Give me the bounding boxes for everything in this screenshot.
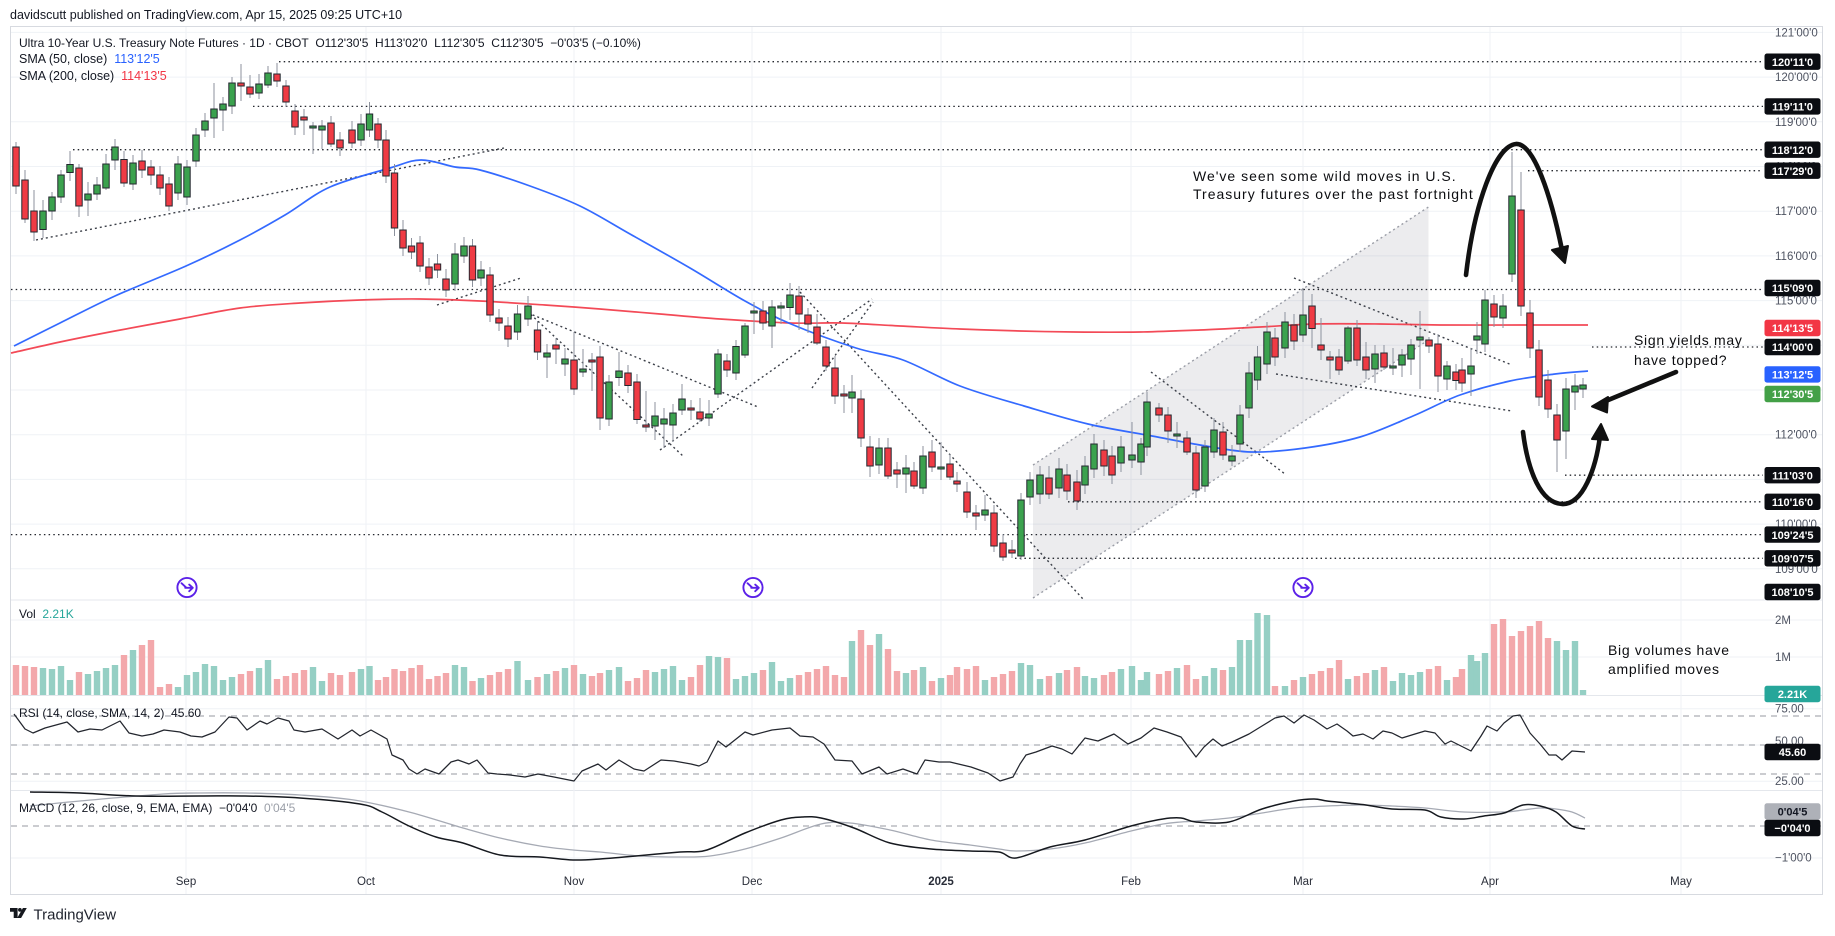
- svg-text:Mar: Mar: [1293, 876, 1313, 888]
- svg-text:111'03'0: 111'03'0: [1772, 470, 1813, 482]
- svg-text:−1'00'0: −1'00'0: [1775, 852, 1812, 864]
- svg-text:121'00'0: 121'00'0: [1775, 27, 1818, 39]
- svg-text:Dec: Dec: [742, 876, 763, 888]
- svg-text:have topped?: have topped?: [1634, 352, 1727, 368]
- svg-text:Treasury futures over the past: Treasury futures over the past fortnight: [1193, 186, 1474, 202]
- svg-text:109'24'5: 109'24'5: [1772, 530, 1814, 542]
- svg-text:MACD (12, 26, close, 9, EMA, E: MACD (12, 26, close, 9, EMA, EMA) −0'04'…: [19, 801, 296, 815]
- svg-text:119'00'0: 119'00'0: [1775, 117, 1817, 129]
- svg-text:112'00'0: 112'00'0: [1775, 430, 1817, 442]
- svg-text:davidscutt published on Tradin: davidscutt published on TradingView.com,…: [10, 8, 402, 22]
- svg-text:SMA (200, close) 114'13'5: SMA (200, close) 114'13'5: [19, 69, 167, 83]
- svg-text:May: May: [1670, 876, 1692, 888]
- svg-text:2.21K: 2.21K: [1778, 689, 1807, 701]
- svg-text:117'00'0: 117'00'0: [1775, 206, 1817, 218]
- svg-text:SMA (50, close) 113'12'5: SMA (50, close) 113'12'5: [19, 52, 160, 66]
- svg-text:TradingView: TradingView: [34, 907, 117, 924]
- svg-text:45.60: 45.60: [1779, 747, 1807, 759]
- svg-text:112'30'5: 112'30'5: [1772, 389, 1813, 401]
- svg-text:Big volumes have: Big volumes have: [1608, 642, 1730, 658]
- svg-text:25.00: 25.00: [1775, 776, 1804, 788]
- svg-text:2M: 2M: [1775, 615, 1791, 627]
- svg-text:113'12'5: 113'12'5: [1772, 370, 1813, 382]
- svg-text:2025: 2025: [928, 876, 954, 888]
- svg-text:Nov: Nov: [564, 876, 585, 888]
- svg-text:Feb: Feb: [1121, 876, 1141, 888]
- svg-text:120'11'0: 120'11'0: [1772, 57, 1813, 69]
- svg-text:119'11'0: 119'11'0: [1772, 102, 1813, 114]
- svg-text:Apr: Apr: [1481, 876, 1499, 888]
- svg-text:108'10'5: 108'10'5: [1772, 587, 1814, 599]
- svg-text:Ultra 10-Year U.S. Treasury No: Ultra 10-Year U.S. Treasury Note Futures…: [19, 36, 641, 50]
- svg-text:116'00'0: 116'00'0: [1775, 251, 1817, 263]
- svg-text:120'00'0: 120'00'0: [1775, 72, 1818, 84]
- svg-text:75.00: 75.00: [1775, 703, 1804, 715]
- svg-text:Vol 2.21K: Vol 2.21K: [19, 607, 74, 621]
- svg-text:Sign yields may: Sign yields may: [1634, 332, 1743, 348]
- svg-text:115'09'0: 115'09'0: [1772, 283, 1813, 295]
- svg-text:110'16'0: 110'16'0: [1772, 497, 1813, 509]
- svg-text:109'07'5: 109'07'5: [1772, 554, 1814, 566]
- svg-text:−0'04'0: −0'04'0: [1774, 823, 1810, 835]
- svg-text:114'13'5: 114'13'5: [1772, 323, 1813, 335]
- svg-text:0'04'5: 0'04'5: [1778, 807, 1808, 819]
- svg-text:amplified moves: amplified moves: [1608, 661, 1720, 677]
- svg-text:Sep: Sep: [176, 876, 196, 888]
- svg-text:RSI (14, close, SMA, 14, 2) 4: RSI (14, close, SMA, 14, 2) 45.60: [19, 706, 201, 720]
- svg-text:117'29'0: 117'29'0: [1772, 166, 1813, 178]
- svg-text:Oct: Oct: [357, 876, 376, 888]
- svg-text:114'00'0: 114'00'0: [1772, 342, 1813, 354]
- svg-text:115'00'0: 115'00'0: [1775, 296, 1817, 308]
- svg-text:1M: 1M: [1775, 652, 1791, 664]
- svg-text:109'00'0: 109'00'0: [1775, 564, 1818, 576]
- svg-text:118'12'0: 118'12'0: [1772, 145, 1813, 157]
- svg-text:We've seen some wild moves in: We've seen some wild moves in U.S.: [1193, 168, 1457, 184]
